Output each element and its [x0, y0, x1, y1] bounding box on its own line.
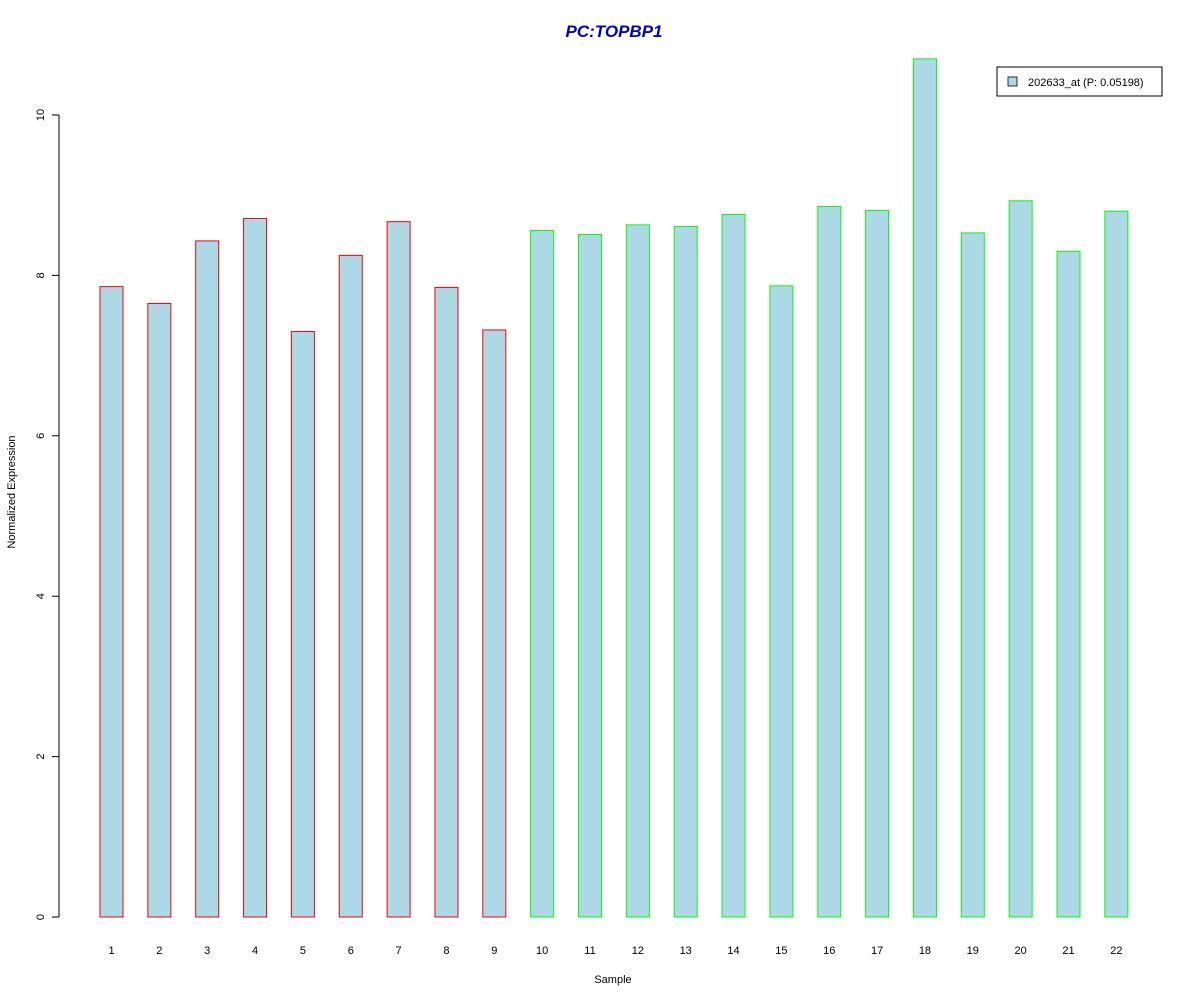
x-tick-label: 7 [396, 945, 402, 957]
chart-title: PC:TOPBP1 [566, 22, 663, 41]
bars-group [99, 58, 1129, 918]
bar-sample-19 [960, 232, 985, 918]
y-tick-label: 0 [35, 914, 47, 920]
x-tick-label: 11 [584, 945, 595, 957]
x-tick-label: 19 [967, 945, 979, 957]
bar-sample-17 [865, 209, 890, 918]
x-tick-label: 21 [1062, 945, 1074, 957]
y-tick-label: 2 [35, 754, 47, 760]
bar-sample-4 [243, 217, 268, 918]
legend: 202633_at (P: 0.05198) [996, 66, 1163, 97]
x-tick-label: 16 [823, 945, 835, 957]
x-tick-label: 2 [156, 945, 162, 957]
bar-sample-21 [1056, 250, 1081, 918]
x-tick-label: 8 [443, 945, 449, 957]
x-tick-label: 17 [871, 945, 883, 957]
y-axis-label: Normalized Expression [6, 435, 18, 548]
y-axis: 0 2 4 6 8 10 [35, 109, 60, 920]
x-tick-label: 13 [680, 945, 692, 957]
legend-label: 202633_at (P: 0.05198) [1028, 77, 1144, 89]
bar-sample-3 [195, 240, 220, 918]
x-tick-label: 1 [108, 945, 114, 957]
y-tick-label: 10 [35, 109, 47, 121]
bar-sample-12 [625, 224, 650, 918]
bar-sample-10 [530, 229, 555, 918]
bar-sample-1 [99, 286, 124, 918]
legend-swatch [1007, 76, 1018, 87]
x-tick-label: 10 [536, 945, 548, 957]
x-tick-label: 5 [300, 945, 306, 957]
bar-sample-11 [578, 234, 602, 918]
x-axis-label: Sample [594, 974, 631, 986]
legend-box [996, 66, 1163, 97]
bar-sample-2 [147, 302, 172, 918]
bar-sample-14 [721, 213, 746, 918]
bar-sample-6 [338, 254, 363, 918]
x-tick-label: 4 [252, 945, 258, 957]
bar-sample-20 [1008, 200, 1033, 918]
x-tick-label: 3 [204, 945, 210, 957]
y-tick-label: 6 [35, 433, 47, 439]
bar-sample-7 [386, 221, 411, 918]
bar-sample-9 [482, 329, 507, 918]
y-tick-label: 8 [35, 272, 47, 278]
x-tick-label: 12 [632, 945, 644, 957]
bar-sample-18 [912, 58, 937, 918]
bar-sample-13 [673, 225, 698, 918]
bar-sample-16 [817, 205, 842, 918]
bar-sample-15 [769, 285, 794, 918]
x-tick-label: 22 [1110, 945, 1122, 957]
bar-sample-22 [1104, 210, 1129, 918]
x-tick-label: 6 [348, 945, 354, 957]
x-tick-label: 20 [1015, 945, 1027, 957]
x-tick-labels: 1 2 3 4 5 6 7 8 9 10 11 12 13 14 15 16 17 18 19 20 21 22 [108, 945, 1122, 957]
x-tick-label: 18 [919, 945, 931, 957]
bar-sample-5 [290, 331, 315, 918]
y-tick-label: 4 [35, 593, 47, 599]
x-tick-label: 9 [491, 945, 497, 957]
x-tick-label: 14 [727, 945, 739, 957]
x-tick-label: 15 [775, 945, 787, 957]
bar-sample-8 [434, 286, 459, 918]
